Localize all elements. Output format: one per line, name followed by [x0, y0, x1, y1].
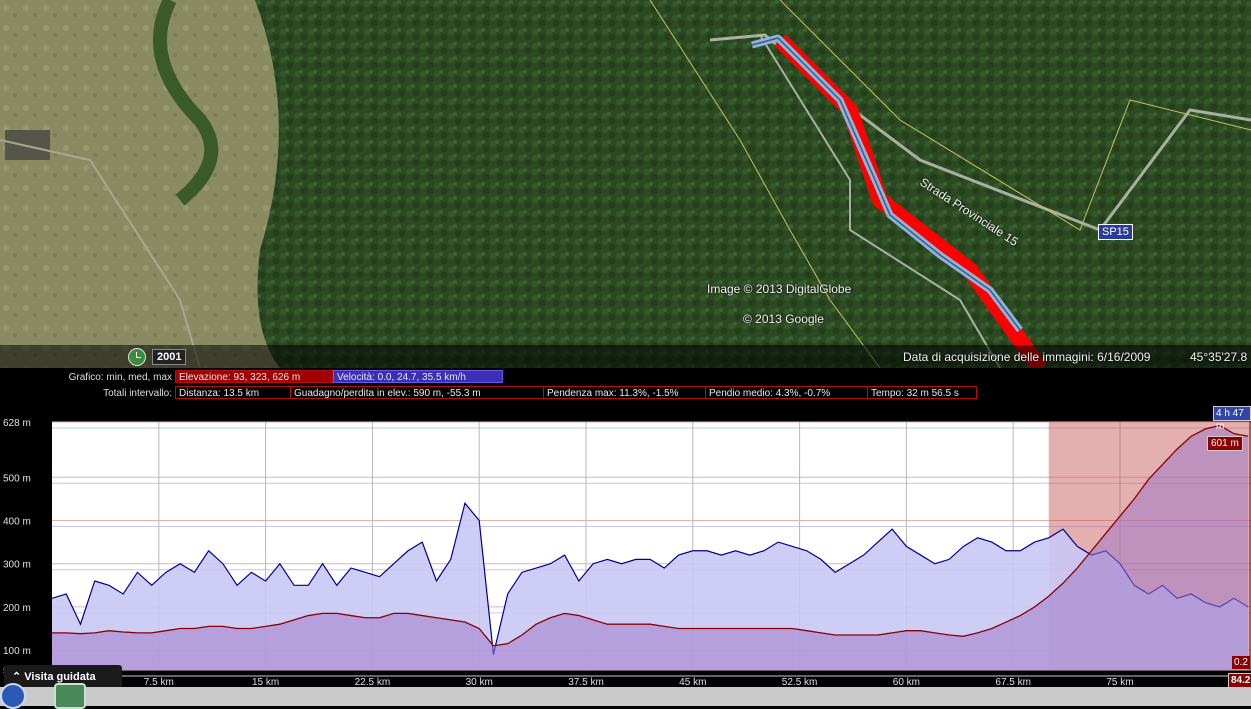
- map-imagery: [0, 0, 1251, 368]
- x-tick-label: 67.5 km: [995, 677, 1031, 688]
- google-copyright: © 2013 Google: [743, 312, 824, 326]
- x-tick-label: 37.5 km: [568, 677, 604, 688]
- acquisition-date: Data di acquisizione delle immagini: 6/1…: [903, 350, 1151, 364]
- slope-max-stat: Pendenza max: 11.3%, -1.5%: [543, 386, 706, 399]
- x-tick-label: 7.5 km: [144, 677, 174, 688]
- y-tick-label: 100 m: [3, 646, 31, 657]
- x-tick-label: 22.5 km: [355, 677, 391, 688]
- x-tick-label: 45 km: [679, 677, 706, 688]
- distance-cursor-badge: 84.2: [1228, 673, 1251, 688]
- x-tick-label: 75 km: [1106, 677, 1133, 688]
- y-tick-label: 628 m: [3, 418, 31, 429]
- x-tick-label: 52.5 km: [782, 677, 818, 688]
- image-copyright: Image © 2013 DigitalGlobe: [707, 282, 852, 296]
- x-tick-label: 15 km: [252, 677, 279, 688]
- app-icon[interactable]: [0, 683, 26, 709]
- x-tick-label: 30 km: [466, 677, 493, 688]
- speed-line: [51, 501, 1249, 655]
- time-stat: Tempo: 32 m 56.5 s: [867, 386, 977, 399]
- gain-stat: Guadagno/perdita in elev.: 590 m, -55.3 …: [290, 386, 544, 399]
- satellite-map[interactable]: Image © 2013 DigitalGlobe © 2013 Google …: [0, 0, 1251, 368]
- road-shield: SP15: [1098, 224, 1133, 240]
- clock-icon[interactable]: [128, 348, 146, 366]
- speed-cursor-badge: 0.2: [1232, 656, 1250, 669]
- distance-stat: Distanza: 13.5 km: [175, 386, 291, 399]
- year-badge[interactable]: 2001: [152, 349, 187, 365]
- guided-tour-label: Visita guidata: [24, 671, 96, 683]
- elevation-stat[interactable]: Elevazione: 93, 323, 626 m: [175, 370, 333, 383]
- x-tick-label: 60 km: [893, 677, 920, 688]
- elevation-profile-info: Grafico: min, med, max Totali intervallo…: [0, 368, 1251, 402]
- elevation-line: [52, 424, 1249, 647]
- y-tick-label: 200 m: [3, 603, 31, 614]
- time-cursor-badge: 4 h 47 m: [1213, 406, 1251, 432]
- y-tick-label: 400 m: [3, 517, 31, 528]
- speed-stat[interactable]: Velocità: 0.0, 24.7, 35.5 km/h: [333, 370, 503, 383]
- totals-label: Totali intervallo:: [103, 388, 172, 399]
- slope-avg-stat: Pendio medio: 4.3%, -0.7%: [705, 386, 868, 399]
- graph-label: Grafico: min, med, max: [68, 372, 172, 383]
- y-tick-label: 500 m: [3, 473, 31, 484]
- y-tick-label: 300 m: [3, 560, 31, 571]
- chevron-up-icon: ⌃: [12, 671, 22, 683]
- elevation-area: [52, 425, 1249, 670]
- coordinates: 45°35'27.8: [1190, 350, 1248, 364]
- taskbar: [0, 683, 1251, 709]
- browser-icon[interactable]: [54, 683, 86, 709]
- elevation-cursor-badge: 601 m: [1207, 436, 1243, 451]
